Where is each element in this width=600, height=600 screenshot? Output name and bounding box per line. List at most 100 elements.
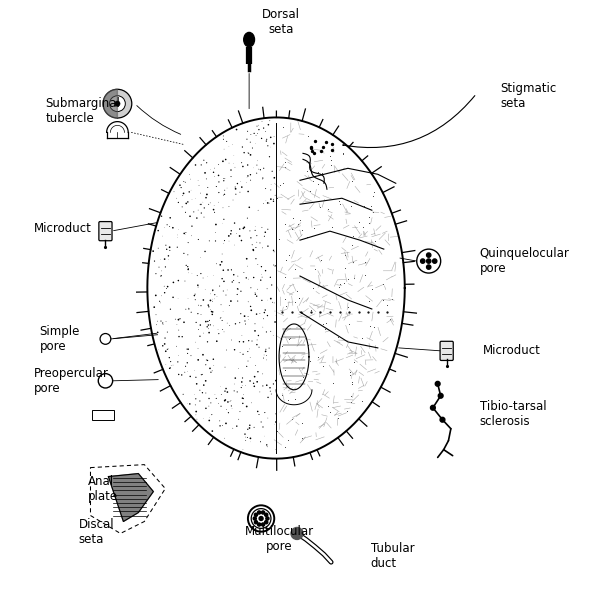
Point bbox=[237, 331, 247, 340]
Text: Discal
seta: Discal seta bbox=[79, 518, 114, 546]
Point bbox=[191, 394, 200, 404]
Point bbox=[387, 295, 397, 304]
Point bbox=[168, 293, 178, 302]
Point bbox=[250, 422, 259, 432]
Point bbox=[298, 373, 308, 382]
Point bbox=[202, 322, 212, 332]
Point bbox=[196, 310, 206, 319]
Point bbox=[203, 182, 212, 192]
Point bbox=[212, 292, 222, 301]
Point bbox=[257, 223, 267, 232]
Point bbox=[262, 136, 271, 146]
Point bbox=[253, 367, 263, 377]
Point bbox=[251, 139, 260, 148]
Point bbox=[211, 227, 220, 237]
Point bbox=[241, 436, 250, 445]
Point bbox=[265, 152, 274, 161]
Point bbox=[259, 350, 269, 360]
Point bbox=[296, 215, 305, 225]
Circle shape bbox=[262, 523, 265, 526]
Point bbox=[218, 307, 228, 316]
Point bbox=[191, 400, 200, 410]
Point bbox=[269, 247, 279, 257]
Point bbox=[271, 409, 280, 419]
Point bbox=[344, 320, 354, 329]
Point bbox=[257, 175, 267, 184]
Point bbox=[220, 396, 229, 406]
Point bbox=[235, 231, 244, 241]
Point bbox=[202, 158, 211, 167]
Point bbox=[359, 201, 369, 211]
Point bbox=[366, 202, 376, 211]
Point bbox=[151, 269, 161, 278]
Point bbox=[233, 296, 242, 306]
Point bbox=[254, 125, 264, 134]
Point bbox=[225, 397, 235, 406]
Point bbox=[243, 311, 253, 321]
Point bbox=[157, 211, 166, 221]
Point bbox=[199, 203, 209, 213]
FancyArrowPatch shape bbox=[343, 95, 475, 148]
Point bbox=[263, 311, 272, 320]
Point bbox=[219, 145, 229, 154]
Point bbox=[239, 148, 249, 157]
Point bbox=[208, 296, 217, 306]
Point bbox=[240, 430, 250, 439]
Point bbox=[368, 191, 378, 200]
Point bbox=[280, 220, 290, 229]
Point bbox=[196, 269, 206, 278]
Point bbox=[213, 325, 223, 334]
Point bbox=[260, 305, 270, 315]
Point bbox=[247, 305, 256, 315]
Point bbox=[244, 297, 253, 307]
Point bbox=[238, 142, 247, 152]
Point bbox=[270, 317, 280, 327]
Point bbox=[174, 325, 184, 335]
Point bbox=[262, 380, 272, 390]
Point bbox=[163, 327, 172, 337]
Point bbox=[247, 398, 256, 407]
Point bbox=[239, 224, 248, 233]
Point bbox=[173, 293, 183, 303]
FancyBboxPatch shape bbox=[99, 221, 112, 241]
Point bbox=[228, 195, 238, 205]
Point bbox=[251, 289, 260, 299]
Point bbox=[194, 301, 203, 310]
Point bbox=[253, 377, 262, 386]
Point bbox=[250, 288, 260, 298]
Point bbox=[218, 157, 228, 166]
Point bbox=[347, 397, 356, 407]
Point bbox=[226, 172, 236, 181]
Circle shape bbox=[265, 513, 268, 517]
Point bbox=[248, 245, 258, 254]
Point bbox=[265, 199, 274, 208]
Point bbox=[283, 395, 292, 405]
Point bbox=[220, 433, 229, 443]
Point bbox=[224, 301, 234, 310]
Circle shape bbox=[438, 394, 443, 398]
Point bbox=[253, 128, 262, 138]
Point bbox=[251, 361, 260, 370]
Point bbox=[252, 169, 262, 178]
Point bbox=[180, 276, 190, 286]
Point bbox=[173, 315, 183, 325]
Point bbox=[244, 274, 253, 284]
Point bbox=[199, 155, 209, 165]
Point bbox=[236, 383, 246, 392]
Point bbox=[183, 262, 193, 271]
Point bbox=[266, 272, 275, 282]
Point bbox=[200, 168, 210, 178]
Point bbox=[241, 319, 250, 329]
Point bbox=[209, 294, 219, 304]
Point bbox=[166, 213, 175, 223]
Point bbox=[236, 286, 246, 296]
Point bbox=[216, 382, 226, 391]
Point bbox=[212, 259, 221, 269]
Point bbox=[257, 272, 267, 282]
Point bbox=[252, 231, 262, 241]
Point bbox=[271, 261, 280, 271]
Point bbox=[335, 280, 345, 289]
Point bbox=[239, 223, 249, 232]
Point bbox=[223, 318, 232, 328]
Point bbox=[162, 244, 172, 254]
